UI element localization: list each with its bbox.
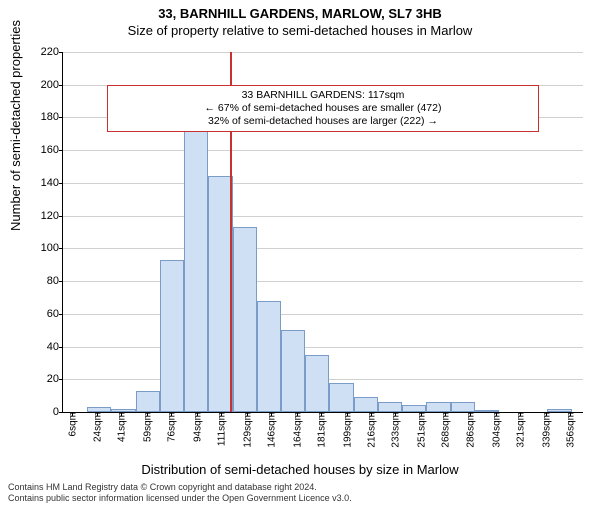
- x-tick-label: 268sqm: [438, 412, 451, 448]
- y-tick-label: 140: [29, 177, 63, 189]
- annotation-line-2: ← 67% of semi-detached houses are smalle…: [114, 102, 532, 115]
- y-tick-label: 220: [29, 46, 63, 58]
- annotation-line-3: 32% of semi-detached houses are larger (…: [114, 115, 532, 128]
- histogram-bar: [184, 114, 208, 412]
- chart-title-sub: Size of property relative to semi-detach…: [0, 23, 600, 38]
- y-tick-label: 200: [29, 79, 63, 91]
- grid-line: [63, 314, 583, 315]
- chart-title-main: 33, BARNHILL GARDENS, MARLOW, SL7 3HB: [0, 6, 600, 21]
- x-axis-label: Distribution of semi-detached houses by …: [0, 462, 600, 477]
- histogram-bar: [257, 301, 281, 412]
- x-tick-label: 181sqm: [314, 412, 327, 448]
- grid-line: [63, 52, 583, 53]
- x-tick-label: 286sqm: [464, 412, 477, 448]
- y-tick-label: 120: [29, 210, 63, 222]
- annotation-box: 33 BARNHILL GARDENS: 117sqm← 67% of semi…: [107, 85, 539, 132]
- x-tick-label: 356sqm: [564, 412, 577, 448]
- y-axis-label: Number of semi-detached properties: [8, 20, 23, 231]
- chart-plot-area: 0204060801001201401601802002206sqm24sqm4…: [62, 52, 583, 413]
- x-tick-label: 216sqm: [364, 412, 377, 448]
- x-tick-label: 76sqm: [165, 412, 178, 442]
- x-tick-label: 339sqm: [539, 412, 552, 448]
- x-tick-label: 199sqm: [340, 412, 353, 448]
- histogram-bar: [426, 402, 450, 412]
- grid-line: [63, 248, 583, 249]
- histogram-bar: [305, 355, 329, 412]
- histogram-bar: [378, 402, 402, 412]
- footer-line-1: Contains HM Land Registry data © Crown c…: [8, 482, 352, 493]
- x-tick-label: 41sqm: [115, 412, 128, 442]
- x-tick-label: 251sqm: [414, 412, 427, 448]
- histogram-bar: [451, 402, 475, 412]
- grid-line: [63, 347, 583, 348]
- y-tick-label: 0: [29, 406, 63, 418]
- y-tick-label: 40: [29, 341, 63, 353]
- x-tick-label: 24sqm: [91, 412, 104, 442]
- y-tick-label: 20: [29, 373, 63, 385]
- grid-line: [63, 216, 583, 217]
- grid-line: [63, 150, 583, 151]
- histogram-bar: [329, 383, 353, 412]
- y-tick-label: 180: [29, 111, 63, 123]
- footer-line-2: Contains public sector information licen…: [8, 493, 352, 504]
- x-tick-label: 129sqm: [240, 412, 253, 448]
- y-tick-label: 100: [29, 242, 63, 254]
- x-tick-label: 164sqm: [290, 412, 303, 448]
- x-tick-label: 111sqm: [215, 412, 228, 446]
- x-tick-label: 233sqm: [388, 412, 401, 448]
- histogram-bar: [136, 391, 160, 412]
- x-tick-label: 59sqm: [141, 412, 154, 442]
- x-tick-label: 304sqm: [490, 412, 503, 448]
- histogram-bar: [281, 330, 305, 412]
- histogram-bar: [233, 227, 257, 412]
- y-tick-label: 160: [29, 144, 63, 156]
- histogram-bar: [354, 397, 378, 412]
- grid-line: [63, 281, 583, 282]
- x-tick-label: 321sqm: [514, 412, 527, 448]
- y-tick-label: 60: [29, 308, 63, 320]
- histogram-bar: [160, 260, 184, 412]
- footer-attribution: Contains HM Land Registry data © Crown c…: [8, 482, 352, 504]
- x-tick-label: 146sqm: [265, 412, 278, 448]
- y-tick-label: 80: [29, 275, 63, 287]
- x-tick-label: 6sqm: [65, 412, 78, 436]
- x-tick-label: 94sqm: [190, 412, 203, 442]
- annotation-line-1: 33 BARNHILL GARDENS: 117sqm: [114, 89, 532, 102]
- chart-container: 33, BARNHILL GARDENS, MARLOW, SL7 3HB Si…: [0, 6, 600, 506]
- grid-line: [63, 183, 583, 184]
